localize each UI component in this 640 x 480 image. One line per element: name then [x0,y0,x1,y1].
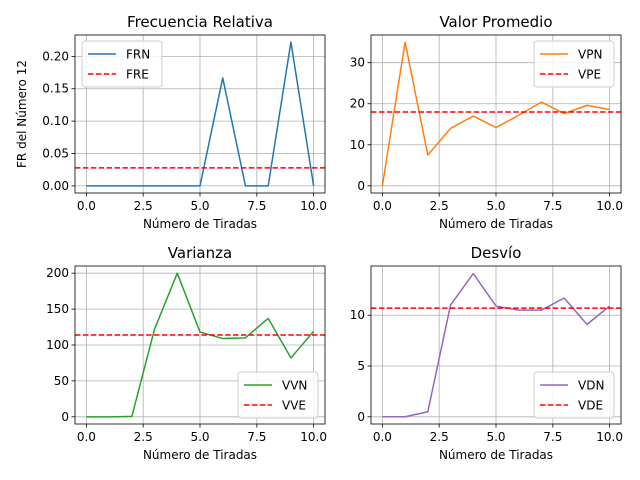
x-tick-label: 0.0 [77,199,96,213]
y-tick-label: 0 [61,410,69,424]
x-tick-label: 10.0 [300,199,327,213]
x-tick-label: 2.5 [134,430,153,444]
x-tick-label: 10.0 [300,430,327,444]
legend: VPN VPE [533,40,615,88]
legend-box [237,371,319,419]
x-axis-label: Número de Tiradas [143,448,257,462]
legend-label: FRN [126,48,150,62]
legend: VVN VVE [237,371,319,419]
series-line-vvn [86,272,315,418]
chart-title: Varianza [168,244,232,262]
subplot-2: 0.0 2.5 5.0 7.5 10.0 0 10 20 30 Valor Promedio Núm… [350,13,623,231]
y-tick-label: 30 [350,56,365,70]
y-tick-label: 5 [357,359,365,373]
y-tick-label: 10 [350,138,365,152]
legend-label: VVN [282,379,307,393]
series-line-vdn [382,272,611,418]
y-tick-label: 0.00 [42,179,69,193]
y-tick-label: 0.15 [42,82,69,96]
x-tick-label: 7.5 [543,430,562,444]
x-tick-label: 2.5 [430,199,449,213]
legend: VDN VDE [533,371,615,419]
y-tick-label: 10 [350,308,365,322]
data-layer [75,272,325,418]
legend-label: VPE [578,68,601,82]
x-tick-label: 7.5 [247,430,266,444]
data-layer [371,272,621,418]
subplot-4: 0.0 2.5 5.0 7.5 10.0 0 5 10 Desvío Número de Tira… [350,244,623,462]
y-axis-label: FR del Número 12 [15,60,29,168]
x-axis-label: Número de Tiradas [143,217,257,231]
y-tick-label: 50 [54,374,69,388]
subplot-1: 0.0 2.5 5.0 7.5 10.0 0.00 0.05 0.10 0.15 0.20 Frec… [15,13,327,231]
chart-title: Desvío [471,244,522,262]
x-tick-label: 2.5 [134,199,153,213]
legend-label: VDE [578,399,603,413]
data-layer [75,41,325,187]
x-axis-label: Número de Tiradas [439,217,553,231]
chart-title: Valor Promedio [439,13,552,31]
data-layer [371,41,621,186]
x-tick-label: 0.0 [373,430,392,444]
legend-box [533,40,615,88]
y-tick-label: 150 [46,302,69,316]
legend-box [81,40,163,88]
subplot-3: 0.0 2.5 5.0 7.5 10.0 0 50 100 150 200 Varianza Núme… [46,244,327,462]
x-tick-label: 2.5 [430,430,449,444]
legend-label: VPN [578,48,602,62]
legend-label: FRE [126,68,149,82]
series-line-frn [86,41,315,187]
x-tick-label: 5.0 [190,199,209,213]
y-tick-label: 0 [357,410,365,424]
y-tick-label: 100 [46,338,69,352]
y-tick-label: 20 [350,97,365,111]
y-tick-label: 0 [357,179,365,193]
x-tick-label: 0.0 [373,199,392,213]
x-axis-label: Número de Tiradas [439,448,553,462]
y-tick-label: 0.20 [42,49,69,63]
series-line-vpn [381,41,610,186]
x-tick-label: 7.5 [247,199,266,213]
x-tick-label: 5.0 [486,430,505,444]
x-tick-label: 5.0 [190,430,209,444]
legend: FRN FRE [81,40,163,88]
y-tick-label: 0.05 [42,147,69,161]
x-tick-label: 10.0 [596,199,623,213]
legend-box [533,371,615,419]
legend-label: VDN [578,379,604,393]
x-tick-label: 0.0 [77,430,96,444]
y-tick-label: 200 [46,266,69,280]
x-tick-label: 10.0 [596,430,623,444]
x-tick-label: 7.5 [543,199,562,213]
chart-title: Frecuencia Relativa [127,13,273,31]
x-tick-label: 5.0 [486,199,505,213]
legend-label: VVE [282,399,306,413]
y-tick-label: 0.10 [42,114,69,128]
